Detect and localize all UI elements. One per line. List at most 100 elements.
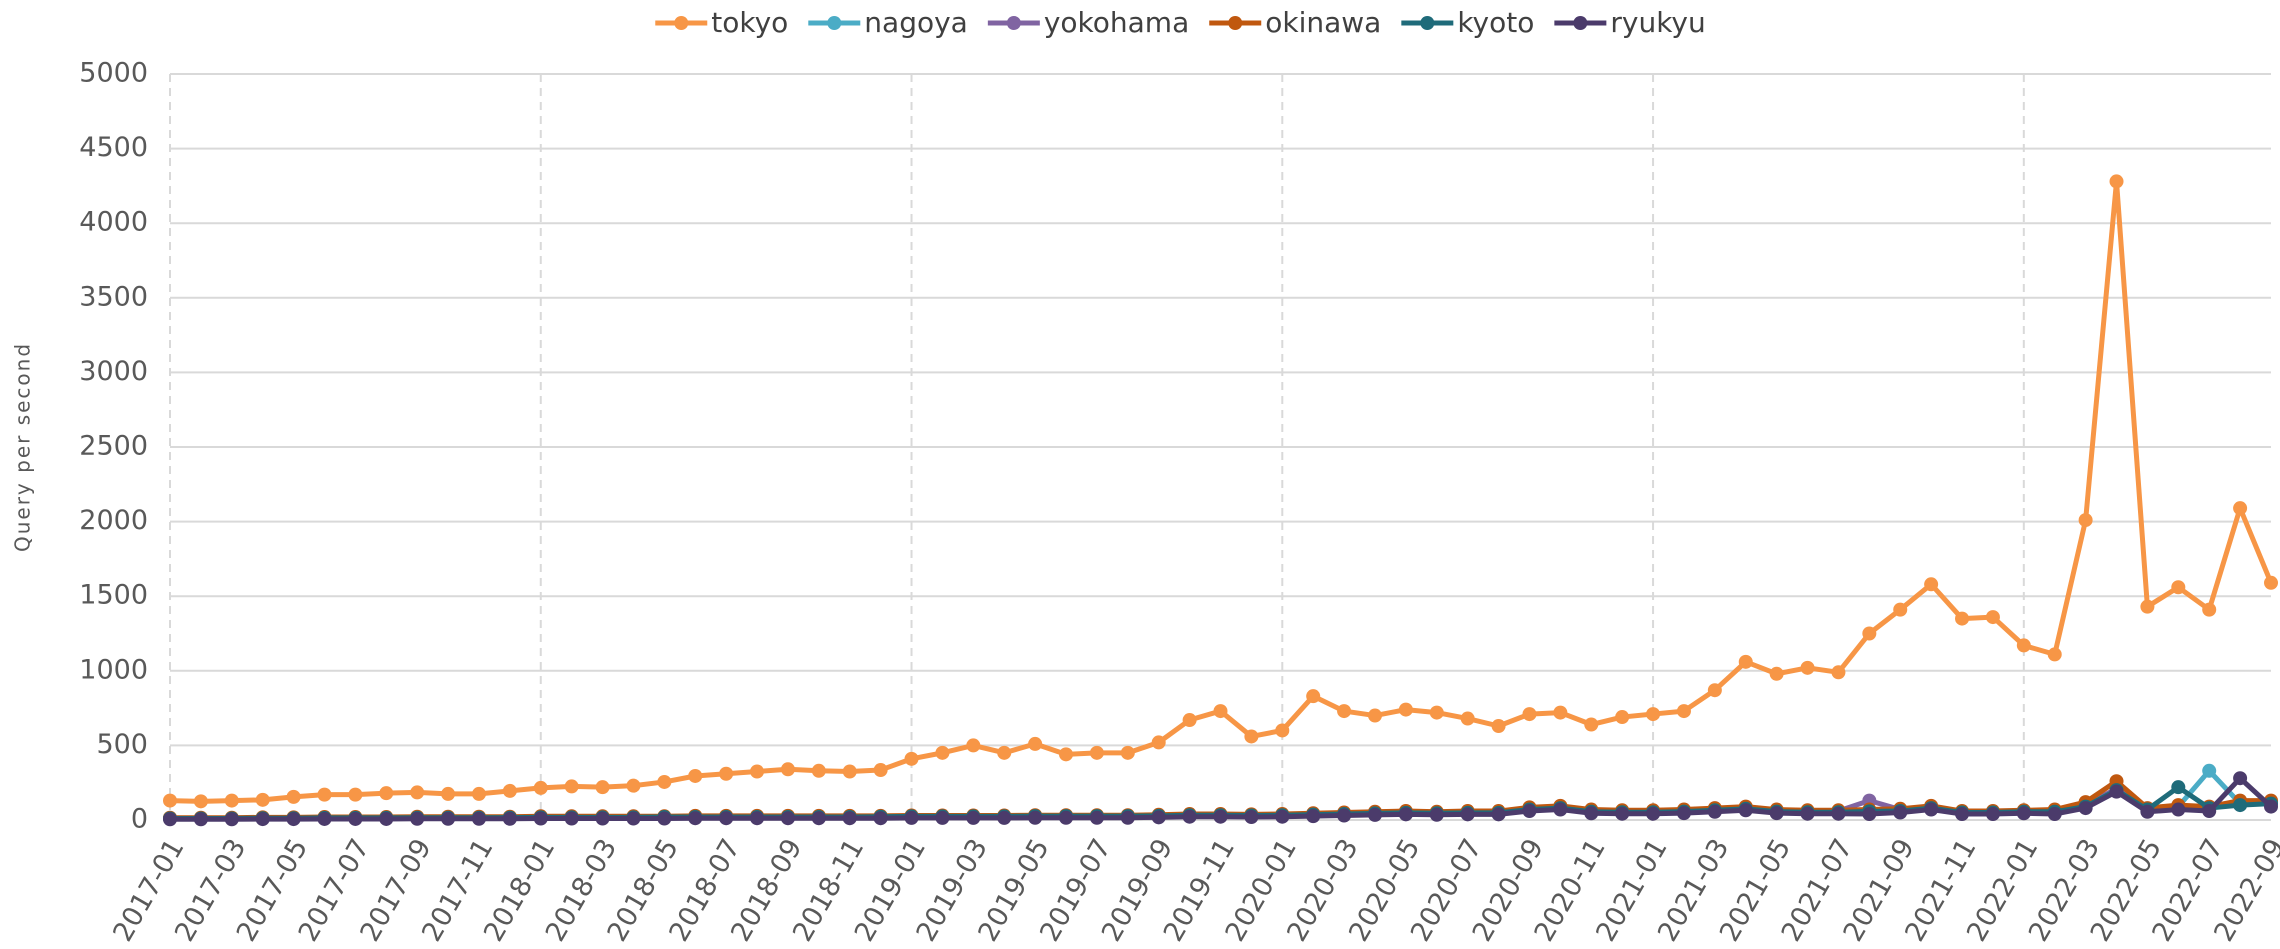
data-point: [224, 793, 239, 808]
data-point: [564, 779, 579, 794]
data-point: [193, 812, 208, 827]
series-ryukyu: [163, 771, 2278, 827]
data-point: [719, 811, 734, 826]
data-point: [1553, 802, 1568, 817]
data-point: [1893, 602, 1908, 617]
data-point: [1831, 665, 1846, 680]
data-point: [1985, 610, 2000, 625]
data-point: [1862, 807, 1877, 822]
data-point: [1120, 745, 1135, 760]
data-point: [1676, 704, 1691, 719]
legend-marker: [827, 16, 842, 30]
data-point: [1769, 666, 1784, 681]
data-point: [2016, 638, 2031, 653]
data-point: [1800, 806, 1815, 821]
data-point: [1306, 689, 1321, 704]
data-point: [1924, 802, 1939, 817]
data-point: [1429, 807, 1444, 822]
data-point: [1306, 809, 1321, 824]
data-point: [1244, 729, 1259, 744]
data-point: [1429, 705, 1444, 720]
data-point: [811, 811, 826, 826]
data-point: [595, 780, 610, 795]
data-point: [2171, 780, 2186, 795]
data-point: [471, 786, 486, 801]
data-point: [1800, 660, 1815, 675]
y-tick-label: 3500: [79, 281, 148, 312]
data-point: [379, 811, 394, 826]
data-point: [471, 811, 486, 826]
data-point: [410, 785, 425, 800]
data-point: [1367, 807, 1382, 822]
data-point: [1089, 745, 1104, 760]
data-point: [935, 745, 950, 760]
data-point: [502, 783, 517, 798]
legend-marker: [674, 16, 689, 30]
data-point: [410, 811, 425, 826]
data-point: [657, 774, 672, 789]
data-point: [1182, 809, 1197, 824]
data-point: [502, 811, 517, 826]
data-point: [1955, 807, 1970, 822]
legend-marker: [1228, 16, 1243, 30]
data-point: [750, 811, 765, 826]
y-tick-label: 3000: [79, 356, 148, 387]
y-tick-label: 1000: [79, 654, 148, 685]
data-point: [163, 793, 177, 808]
data-point: [2109, 174, 2124, 189]
data-point: [2140, 804, 2155, 819]
data-point: [780, 762, 795, 777]
data-point: [904, 810, 919, 825]
legend-marker: [1573, 16, 1588, 30]
data-point: [2047, 647, 2062, 662]
legend-label: yokohama: [1044, 6, 1189, 39]
data-point: [626, 811, 641, 826]
legend-item: tokyo: [655, 6, 788, 39]
data-point: [1120, 810, 1135, 825]
data-point: [2264, 575, 2278, 590]
data-point: [1707, 683, 1722, 698]
data-point: [997, 810, 1012, 825]
data-point: [811, 763, 826, 778]
data-point: [2078, 801, 2093, 816]
data-point: [842, 811, 857, 826]
data-point: [1059, 747, 1074, 762]
y-tick-label: 500: [96, 729, 148, 760]
data-point: [1985, 807, 2000, 822]
data-point: [533, 780, 548, 795]
data-point: [1584, 717, 1599, 732]
legend-item: yokohama: [987, 6, 1189, 39]
data-point: [2202, 804, 2217, 819]
data-point: [1707, 804, 1722, 819]
data-point: [1738, 654, 1753, 669]
y-tick-label: 2500: [79, 431, 148, 462]
data-point: [2047, 807, 2062, 822]
data-point: [1275, 723, 1290, 738]
data-point: [1522, 707, 1537, 722]
data-point: [1398, 807, 1413, 822]
data-point: [626, 778, 641, 793]
data-point: [1460, 807, 1475, 822]
data-point: [1491, 807, 1506, 822]
data-point: [317, 811, 332, 826]
data-point: [348, 787, 363, 802]
data-point: [1028, 736, 1043, 751]
y-tick-label: 5000: [79, 58, 148, 89]
data-point: [1862, 626, 1877, 641]
legend-marker: [1420, 16, 1435, 30]
data-point: [533, 811, 548, 826]
data-point: [935, 810, 950, 825]
series-tokyo: [163, 174, 2278, 809]
y-axis-title: Query per second: [11, 342, 35, 552]
data-point: [2078, 513, 2093, 528]
data-point: [873, 811, 888, 826]
data-point: [842, 764, 857, 779]
data-point: [163, 812, 177, 827]
data-point: [1491, 719, 1506, 734]
data-point: [1151, 735, 1166, 750]
legend-label: kyoto: [1457, 6, 1534, 39]
data-point: [1615, 806, 1630, 821]
data-point: [1646, 806, 1661, 821]
y-tick-label: 4000: [79, 207, 148, 238]
data-point: [317, 787, 332, 802]
